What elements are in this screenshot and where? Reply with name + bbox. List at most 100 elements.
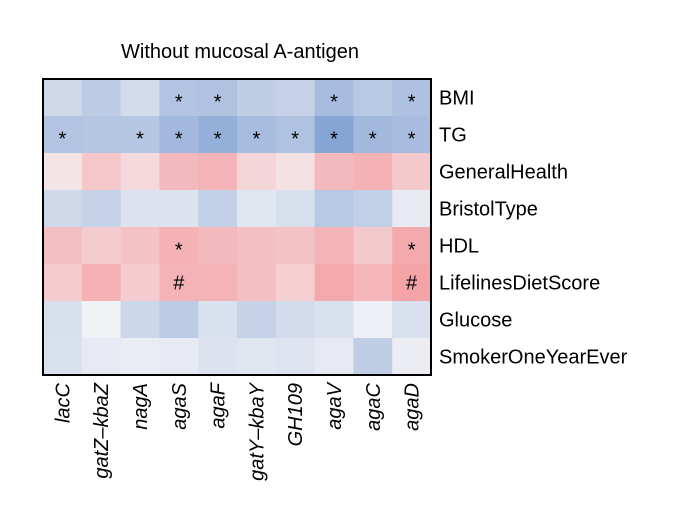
heatmap-cell-hdl-lacc bbox=[43, 227, 83, 265]
column-label-naga: nagA bbox=[130, 383, 152, 430]
significance-marks: * * * * * * * * * * * * * * * # # bbox=[59, 92, 419, 295]
heatmap-cell-glucose-agas bbox=[159, 301, 199, 339]
asterisk-mark-tg-agav: * bbox=[330, 129, 338, 151]
asterisk-mark-bmi-agav: * bbox=[330, 92, 338, 114]
heatmap-cell-bristoltype-gh109 bbox=[275, 190, 316, 228]
heatmap-cell-glucose-lacc bbox=[43, 301, 83, 339]
heatmap-cell-lifelinesdietscore-gh109 bbox=[275, 264, 316, 302]
heatmap-cell-bmi-agad bbox=[392, 79, 432, 117]
heatmap-cell-lifelinesdietscore-gaty-kbay bbox=[237, 264, 277, 302]
asterisk-mark-bmi-agas: * bbox=[175, 92, 183, 114]
heatmap-cell-hdl-agaf bbox=[198, 227, 238, 265]
heatmap-cell-glucose-agaf bbox=[198, 301, 238, 339]
column-label-lacc: lacC bbox=[52, 382, 74, 423]
heatmap-cell-lifelinesdietscore-gatz-kbaz bbox=[81, 264, 122, 302]
heatmap-cell-tg-gh109 bbox=[275, 116, 316, 154]
asterisk-mark-tg-agac: * bbox=[369, 129, 377, 151]
asterisk-mark-tg-agas: * bbox=[175, 129, 183, 151]
heatmap-cell-smokeroneyearever-agad bbox=[392, 338, 432, 376]
heatmap-cell-bristoltype-agad bbox=[392, 190, 432, 228]
heatmap-cell-hdl-agas bbox=[159, 227, 199, 265]
heatmap-cell-generalhealth-gh109 bbox=[275, 153, 316, 191]
heatmap-cell-bristoltype-gaty-kbay bbox=[237, 190, 277, 228]
heatmap-cell-bmi-gaty-kbay bbox=[237, 79, 277, 117]
heatmap-cell-bristoltype-agav bbox=[314, 190, 354, 228]
heatmap-cell-hdl-agav bbox=[314, 227, 354, 265]
heatmap-cell-glucose-agav bbox=[314, 301, 354, 339]
heatmap-cell-bristoltype-agas bbox=[159, 190, 199, 228]
heatmap-cell-tg-gatz-kbaz bbox=[81, 116, 122, 154]
heatmap-cell-hdl-agac bbox=[353, 227, 393, 265]
column-label-gatz-kbaz: gatZ–kbaZ bbox=[91, 382, 113, 478]
heatmap-cell-tg-lacc bbox=[43, 116, 83, 154]
heatmap-cell-generalhealth-agas bbox=[159, 153, 199, 191]
row-label-tg: TG bbox=[439, 125, 467, 147]
row-label-hdl: HDL bbox=[439, 236, 479, 258]
column-label-agav: agaV bbox=[324, 381, 346, 429]
heatmap-cells bbox=[43, 79, 432, 376]
asterisk-mark-tg-agad: * bbox=[408, 129, 416, 151]
heatmap-cell-generalhealth-agav bbox=[314, 153, 354, 191]
heatmap-cell-generalhealth-agaf bbox=[198, 153, 238, 191]
heatmap-border bbox=[42, 78, 432, 376]
heatmap-cell-bristoltype-gatz-kbaz bbox=[81, 190, 122, 228]
heatmap-cell-hdl-agad bbox=[392, 227, 432, 265]
heatmap-cell-bmi-naga bbox=[120, 79, 160, 117]
heatmap-cell-lifelinesdietscore-agav bbox=[314, 264, 354, 302]
asterisk-mark-tg-gaty-kbay: * bbox=[253, 129, 261, 151]
heatmap-cell-bmi-agac bbox=[353, 79, 393, 117]
heatmap-cell-bmi-gh109 bbox=[275, 79, 316, 117]
asterisk-mark-tg-gh109: * bbox=[291, 129, 299, 151]
heatmap-cell-glucose-agad bbox=[392, 301, 432, 339]
column-label-gaty-kbay: gatY–kbaY bbox=[246, 381, 268, 481]
heatmap-cell-smokeroneyearever-gaty-kbay bbox=[237, 338, 277, 376]
hash-mark-lifelinesdietscore-agad: # bbox=[406, 273, 418, 295]
row-label-bmi: BMI bbox=[439, 88, 475, 110]
heatmap-cell-smokeroneyearever-agas bbox=[159, 338, 199, 376]
heatmap-cell-bmi-agas bbox=[159, 79, 199, 117]
column-labels: lacC gatZ–kbaZ nagA agaS agaF gatY–kbaY GH109 a… bbox=[52, 381, 423, 481]
heatmap-cell-hdl-gaty-kbay bbox=[237, 227, 277, 265]
heatmap-cell-lifelinesdietscore-agaf bbox=[198, 264, 238, 302]
row-labels: BMI TG GeneralHealth BristolType HDL Lifeline… bbox=[439, 88, 628, 369]
heatmap-cell-bmi-gatz-kbaz bbox=[81, 79, 122, 117]
heatmap-cell-lifelinesdietscore-agad bbox=[392, 264, 432, 302]
heatmap-cell-smokeroneyearever-gatz-kbaz bbox=[81, 338, 122, 376]
column-label-agaf: agaF bbox=[208, 381, 230, 428]
heatmap-cell-lifelinesdietscore-agac bbox=[353, 264, 393, 302]
heatmap-cell-smokeroneyearever-naga bbox=[120, 338, 160, 376]
asterisk-mark-tg-lacc: * bbox=[59, 129, 67, 151]
heatmap-cell-tg-agac bbox=[353, 116, 393, 154]
heatmap-cell-glucose-gh109 bbox=[275, 301, 316, 339]
row-label-smokeroneyearever: SmokerOneYearEver bbox=[439, 347, 628, 369]
heatmap-cell-tg-agas bbox=[159, 116, 199, 154]
heatmap-cell-smokeroneyearever-gh109 bbox=[275, 338, 316, 376]
heatmap-cell-tg-agad bbox=[392, 116, 432, 154]
heatmap-cell-smokeroneyearever-agac bbox=[353, 338, 393, 376]
heatmap-cell-bristoltype-agac bbox=[353, 190, 393, 228]
heatmap-cell-generalhealth-gatz-kbaz bbox=[81, 153, 122, 191]
asterisk-mark-bmi-agaf: * bbox=[214, 92, 222, 114]
heatmap-cell-tg-gaty-kbay bbox=[237, 116, 277, 154]
heatmap-cell-bristoltype-naga bbox=[120, 190, 160, 228]
heatmap-cell-generalhealth-agad bbox=[392, 153, 432, 191]
heatmap-cell-smokeroneyearever-agav bbox=[314, 338, 354, 376]
heatmap-cell-hdl-naga bbox=[120, 227, 160, 265]
heatmap-cell-lifelinesdietscore-lacc bbox=[43, 264, 83, 302]
asterisk-mark-tg-naga: * bbox=[136, 129, 144, 151]
hash-mark-lifelinesdietscore-agas: # bbox=[173, 273, 185, 295]
row-label-glucose: Glucose bbox=[439, 310, 512, 332]
heatmap-cell-bmi-lacc bbox=[43, 79, 83, 117]
asterisk-mark-bmi-agad: * bbox=[408, 92, 416, 114]
column-label-gh109: GH109 bbox=[285, 383, 307, 446]
heatmap-cell-bristoltype-agaf bbox=[198, 190, 238, 228]
heatmap-cell-bmi-agaf bbox=[198, 79, 238, 117]
heatmap-cell-tg-agaf bbox=[198, 116, 238, 154]
heatmap-cell-glucose-gaty-kbay bbox=[237, 301, 277, 339]
heatmap-cell-generalhealth-agac bbox=[353, 153, 393, 191]
heatmap-cell-smokeroneyearever-lacc bbox=[43, 338, 83, 376]
heatmap-cell-generalhealth-gaty-kbay bbox=[237, 153, 277, 191]
heatmap-cell-generalhealth-naga bbox=[120, 153, 160, 191]
asterisk-mark-hdl-agad: * bbox=[408, 240, 416, 262]
